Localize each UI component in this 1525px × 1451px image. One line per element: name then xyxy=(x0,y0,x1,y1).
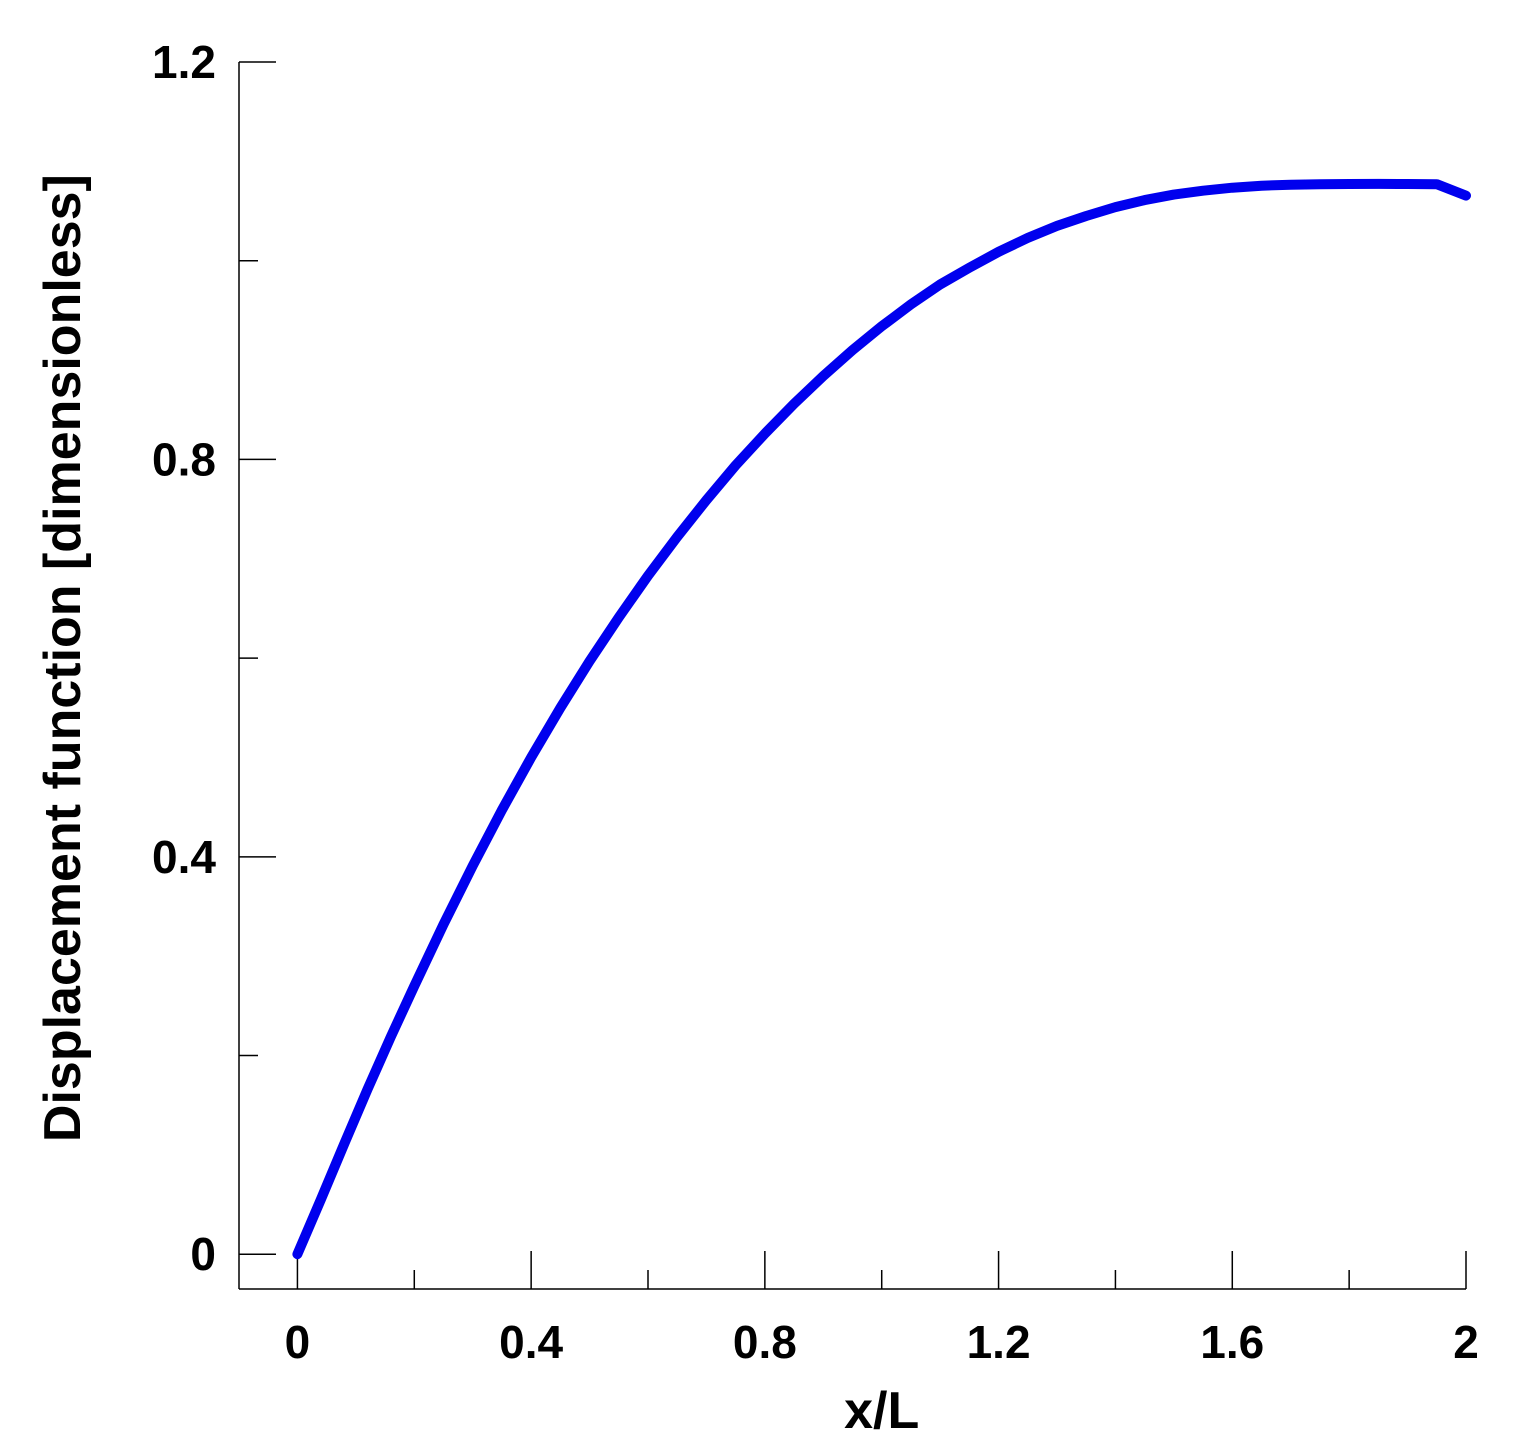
y-tick-label: 1.2 xyxy=(152,36,216,88)
x-tick-label: 0 xyxy=(285,1316,311,1368)
tick-marks xyxy=(239,61,1467,1289)
axes xyxy=(238,62,1466,1290)
x-tick-label: 1.6 xyxy=(1200,1316,1264,1368)
tick-labels: 0 0.4 0.8 1.2 1.6 2 0 0.4 0.8 1.2 xyxy=(152,36,1479,1368)
x-axis-title: x/L xyxy=(844,1382,919,1440)
series-layer xyxy=(292,178,1471,1260)
x-tick-label: 2 xyxy=(1453,1316,1479,1368)
y-tick-label: 0.4 xyxy=(152,831,216,883)
series-line-0 xyxy=(292,178,1471,1260)
x-tick-label: 1.2 xyxy=(967,1316,1031,1368)
y-axis-title: Displacement function [dimensionless] xyxy=(34,174,92,1142)
y-tick-label: 0.8 xyxy=(152,433,216,485)
y-tick-label: 0 xyxy=(190,1228,216,1280)
x-tick-label: 0.8 xyxy=(733,1316,797,1368)
x-tick-label: 0.4 xyxy=(499,1316,563,1368)
